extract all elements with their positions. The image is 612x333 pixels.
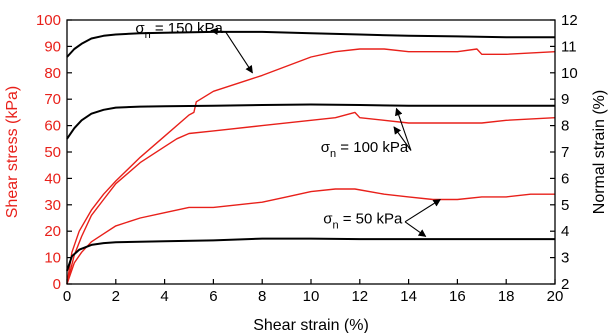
- y-right-tick-label-2: 4: [561, 223, 569, 240]
- annotation-label-0: σn = 150 kPa: [135, 20, 223, 41]
- normal-strain-line-4: [66, 103, 555, 140]
- axes-layer: 0 2 4 6 8 10 12 14 16 18 20 0 10 20 30 40 50 60 70 80 90 100 2…: [36, 12, 578, 305]
- x-tick-label-0: 0: [63, 288, 71, 305]
- annotation-subscript-1: n: [330, 148, 336, 160]
- y-right-tick-label-8: 10: [561, 65, 578, 82]
- y-right-tick-label-4: 6: [561, 170, 569, 187]
- y-left-tick-label-0: 0: [53, 276, 61, 293]
- y-left-tick-label-7: 70: [44, 91, 61, 108]
- y-right-tick-label-6: 8: [561, 118, 569, 135]
- annotation-arrow-0-0: [210, 27, 226, 35]
- series-layer: [66, 30, 556, 285]
- x-tick-label-1: 2: [112, 288, 120, 305]
- shear-stress-line-2: [66, 188, 555, 285]
- annotation-sigma-1: σ: [321, 139, 331, 156]
- annotation-value-1: = 100 kPa: [336, 139, 409, 156]
- annotation-subscript-2: n: [332, 219, 338, 231]
- y-left-tick-label-10: 100: [36, 12, 61, 29]
- annotation-arrow-1-0: [393, 126, 412, 151]
- annotation-subscript-0: n: [145, 29, 151, 41]
- annotation-arrow-1-1: [395, 107, 412, 151]
- annotation-value-2: = 50 kPa: [339, 210, 403, 227]
- y-left-tick-label-6: 60: [44, 118, 61, 135]
- annotation-label-2: σn = 50 kPa: [323, 210, 403, 231]
- y-left-axis-title: Shear stress (kPa): [4, 86, 21, 218]
- y-left-tick-label-3: 30: [44, 197, 61, 214]
- x-tick-label-8: 16: [449, 288, 466, 305]
- y-left-tick-label-9: 90: [44, 38, 61, 55]
- x-tick-label-3: 6: [209, 288, 217, 305]
- shear-stress-line-1: [66, 111, 556, 285]
- x-tick-label-5: 10: [303, 288, 320, 305]
- y-right-axis-title: Normal strain (%): [591, 90, 608, 214]
- annotation-sigma-2: σ: [323, 210, 333, 227]
- annotation-sigma-0: σ: [135, 20, 145, 37]
- y-left-tick-label-8: 80: [44, 65, 61, 82]
- x-axis-title: Shear strain (%): [253, 317, 369, 333]
- y-right-tick-label-3: 5: [561, 197, 569, 214]
- y-right-tick-label-1: 3: [561, 250, 569, 267]
- x-tick-label-4: 8: [258, 288, 266, 305]
- annotation-value-0: = 150 kPa: [151, 20, 224, 37]
- x-tick-label-9: 18: [498, 288, 515, 305]
- annotation-arrow-2-0: [404, 199, 441, 223]
- y-left-tick-label-1: 10: [44, 250, 61, 267]
- y-right-tick-label-0: 2: [561, 276, 569, 293]
- normal-strain-line-5: [66, 237, 555, 272]
- y-left-tick-label-5: 50: [44, 144, 61, 161]
- y-right-tick-label-5: 7: [561, 144, 569, 161]
- plot-frame: [66, 19, 556, 285]
- x-tick-label-7: 14: [400, 288, 417, 305]
- x-tick-label-10: 20: [547, 288, 564, 305]
- x-tick-label-6: 12: [351, 288, 368, 305]
- annotation-arrow-0-1: [225, 31, 253, 74]
- y-right-tick-label-7: 9: [561, 91, 569, 108]
- y-right-tick-label-10: 12: [561, 12, 578, 29]
- y-right-tick-label-9: 11: [561, 38, 577, 55]
- shear-stress-line-0: [66, 48, 556, 285]
- annotation-label-1: σn = 100 kPa: [321, 139, 409, 160]
- normal-strain-line-3: [66, 30, 555, 58]
- x-tick-label-2: 4: [160, 288, 168, 305]
- annotation-arrow-2-1: [404, 221, 427, 237]
- y-left-tick-label-4: 40: [44, 170, 61, 187]
- y-left-tick-label-2: 20: [44, 223, 61, 240]
